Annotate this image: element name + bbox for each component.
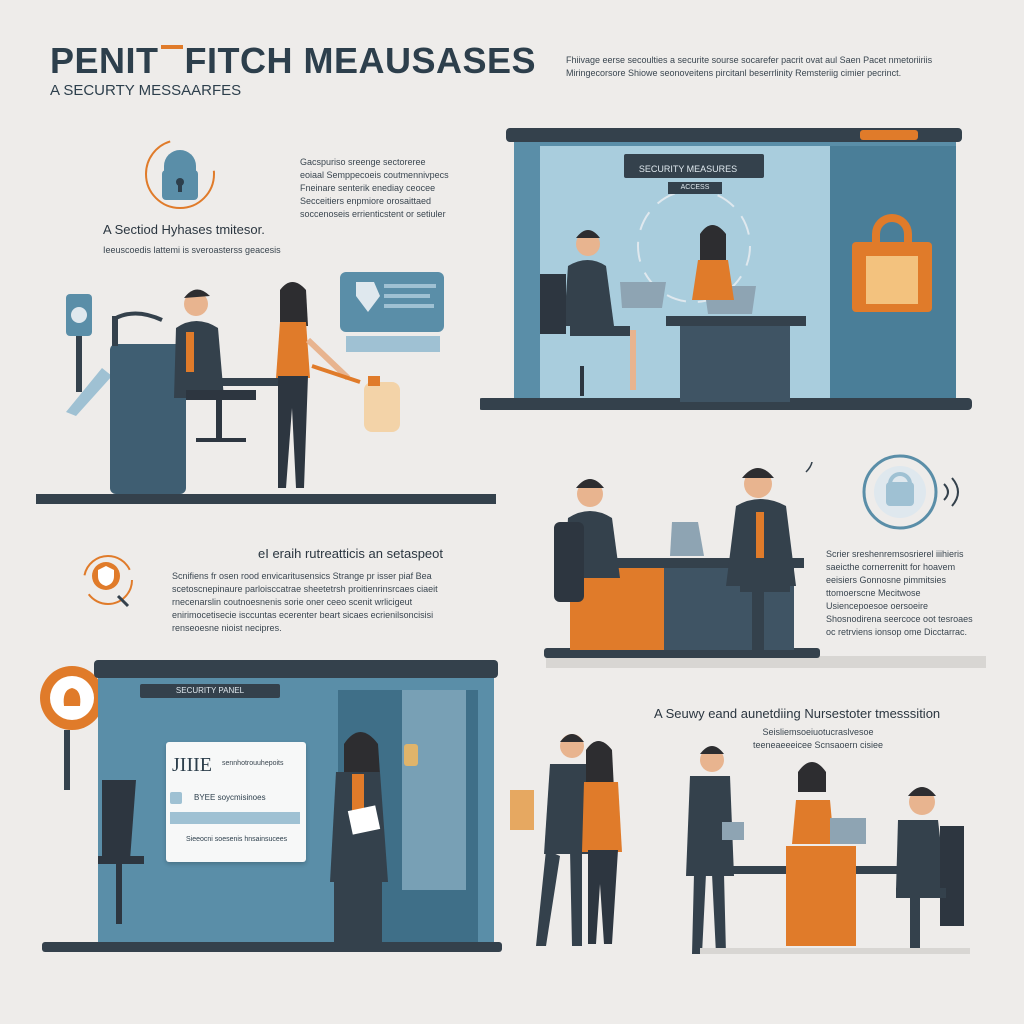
- section3-caption: eI eraih rutreatticis an setaspeot: [258, 546, 443, 561]
- login-row-label: BYEE soycmisinoes: [194, 793, 266, 802]
- section5-caption: A Seuwy eand aunetdiing Nursestoter tmes…: [654, 706, 941, 721]
- section1-side-text: Gacspuriso sreenge sectoreree eoiaal Sem…: [300, 157, 449, 219]
- meeting-scene: [540, 462, 988, 672]
- login-hint: sennhotrouuhepoits: [222, 760, 284, 767]
- padlock-icon: [136, 136, 226, 212]
- login-footer-text: Sieeocni soesenis hnsainsucees: [186, 836, 288, 843]
- section1-caption-sub: Ieeuscoedis lattemi is sveroasterss geac…: [103, 245, 281, 255]
- user-icon: [170, 792, 182, 804]
- shield-icon: [78, 552, 144, 612]
- keyhole-icon: [860, 448, 970, 538]
- login-input-bar[interactable]: [170, 812, 300, 824]
- screen-badge: ACCESS: [668, 182, 722, 194]
- section1-caption: A Sectiod Hyhases tmitesor.: [103, 222, 265, 237]
- screen-title-label: SECURITY MEASURES: [638, 164, 738, 174]
- section3-body-text: Scnifiens fr osen rood envicaritusensics…: [172, 571, 438, 633]
- reception-scene: [500, 730, 980, 960]
- screen-title-bar: SECURITY MEASURES: [624, 158, 752, 180]
- intro-paragraph: Fhiivage eerse secoulties a securite sou…: [566, 55, 933, 78]
- security-desk-scene: [36, 262, 496, 512]
- login-panel: JIIIE sennhotrouuhepoits BYEE soycmisino…: [166, 742, 306, 862]
- kiosk-title-bar: SECURITY PANEL: [140, 684, 280, 698]
- title-dash-mark: [160, 45, 183, 75]
- section4-side-text: Scrier sreshenremsosrierel iiihieris sae…: [826, 549, 973, 637]
- section5-caption-sub: Seisliemsoeiuotucraslvesoe teeneaeeeicee…: [752, 727, 884, 750]
- login-heading: JIIIE: [172, 754, 212, 776]
- monitoring-office-scene: [480, 126, 980, 418]
- page-title: PENIT FITCH MEAUSASES: [50, 40, 537, 81]
- page-subtitle: A SECURTY MESSAARFES: [50, 82, 242, 99]
